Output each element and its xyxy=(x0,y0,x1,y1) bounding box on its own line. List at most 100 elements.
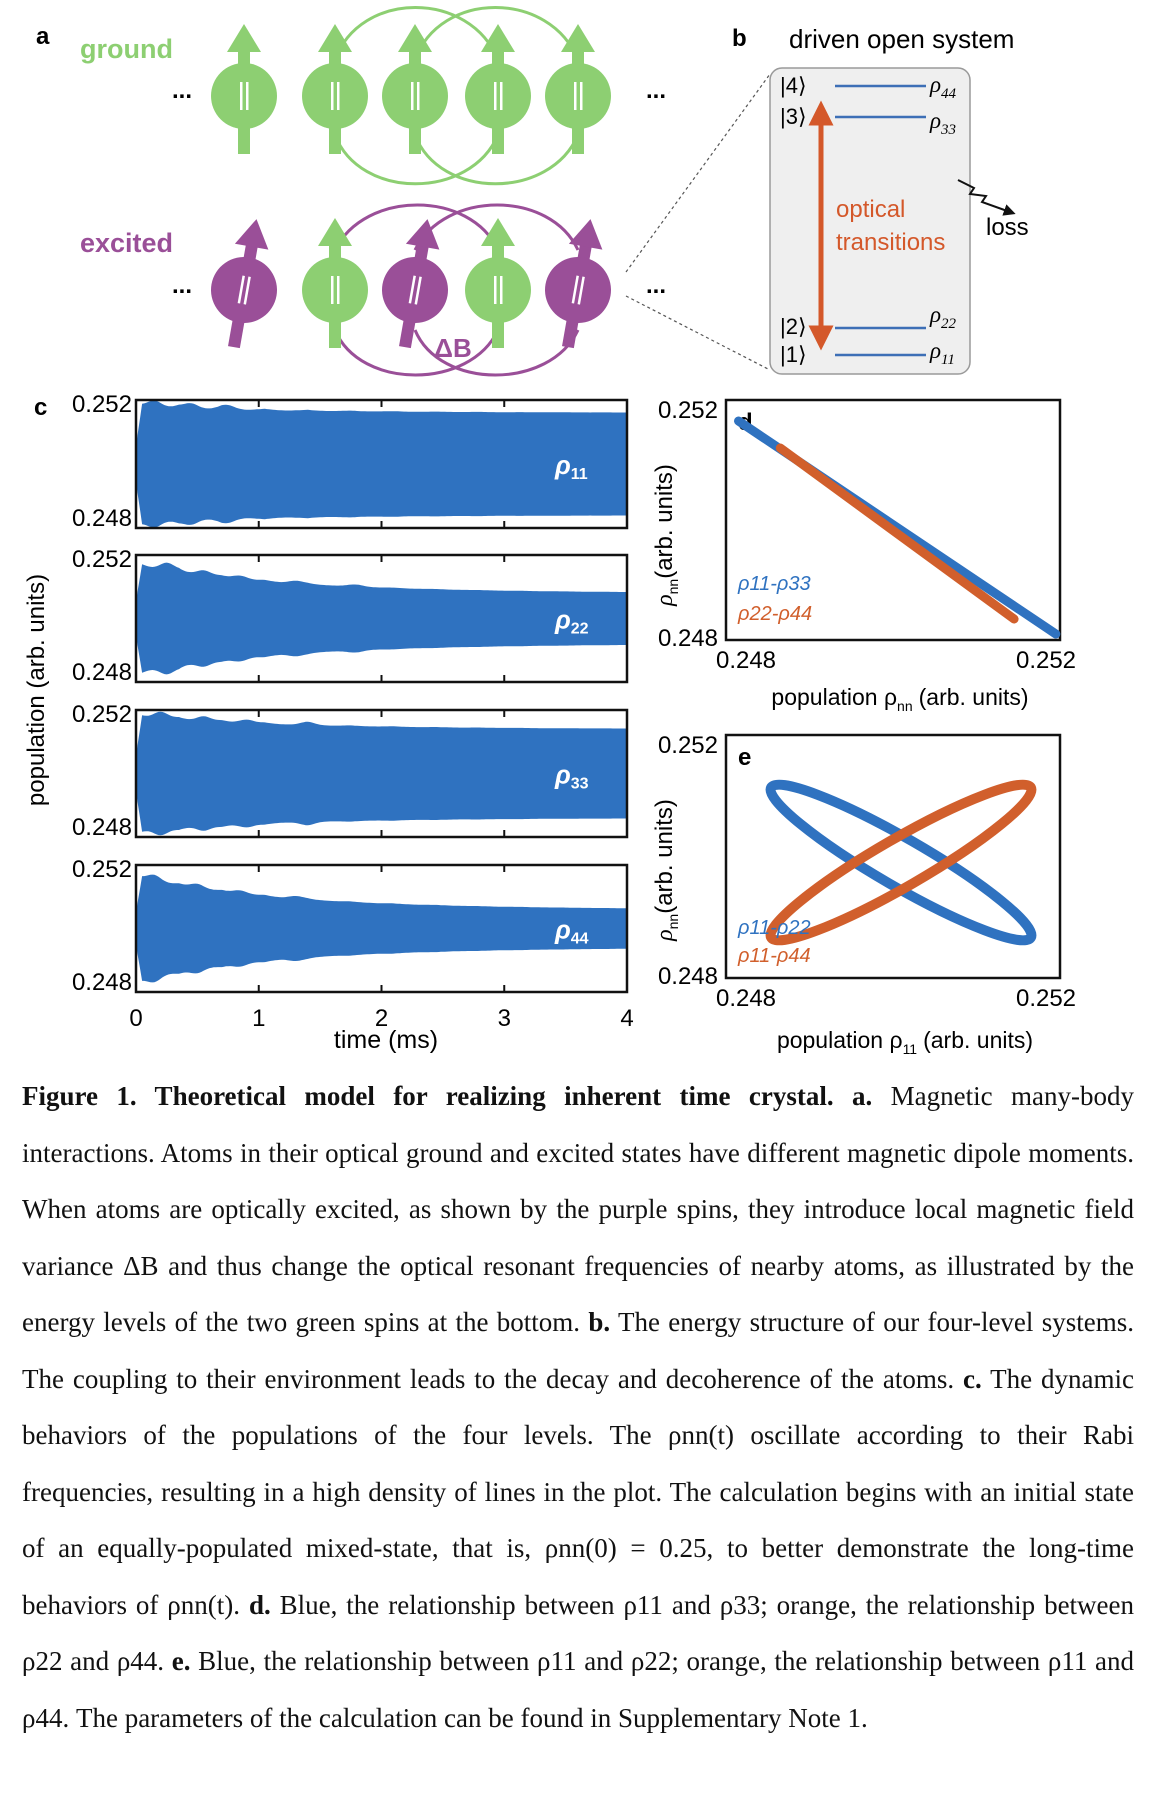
figure-caption: Figure 1. Theoretical model for realizin… xyxy=(22,1068,1134,1746)
x-tick-label-left: 0.248 xyxy=(716,647,776,674)
x-tick-label-left: 0.248 xyxy=(716,985,776,1012)
rho-33-label: ρ33 xyxy=(929,108,956,138)
x-tick-label: 3 xyxy=(498,1005,511,1032)
panel-d-ylabel: ρnn(arb. units) xyxy=(651,464,681,607)
y-tick-label-top: 0.252 xyxy=(72,701,132,728)
spin-ground-1 xyxy=(211,24,277,154)
panel-c: c population (arb. units) 0.2520.248ρ110… xyxy=(23,391,634,1054)
caption-d-text: Blue, the relationship between ρ11 and ρ… xyxy=(22,1589,1135,1677)
caption-b-text: The energy structure of our four-level s… xyxy=(22,1307,1134,1394)
spin-ground-2 xyxy=(302,24,368,154)
subplot-4: 0.252 0.248 ρ44 xyxy=(72,856,629,996)
series-label: ρ44 xyxy=(554,915,589,948)
ellipsis-left-bottom: ... xyxy=(172,272,192,299)
caption-d-label: d. xyxy=(248,1589,271,1620)
excited-coupling-arc-4 xyxy=(413,329,580,377)
y-tick-label-bottom: 0.248 xyxy=(658,625,718,652)
legend-entry-1: ρ11-ρ33 xyxy=(737,573,811,595)
series-trace-2 xyxy=(775,443,1019,624)
time-series-plots: 0.2520.248ρ110.2520.248ρ220.2520.248ρ330… xyxy=(72,391,634,1032)
spin-excited-2 xyxy=(302,218,368,348)
series-envelope xyxy=(136,711,627,836)
panel-a: a ground excited ... ... ... ... ΔB xyxy=(36,6,666,377)
caption-c-label: c. xyxy=(963,1363,982,1394)
x-tick-label: 0 xyxy=(129,1005,142,1032)
caption-e-text: Blue, the relationship between ρ11 and ρ… xyxy=(22,1646,1134,1733)
spin-ground-4 xyxy=(465,24,531,154)
caption-c-text: The dynamic behaviors of the populations… xyxy=(22,1363,1135,1620)
x-tick-label: 2 xyxy=(375,1005,388,1032)
y-tick-label-bottom: 0.248 xyxy=(72,969,132,996)
panel-e-ylabel: ρnn(arb. units) xyxy=(651,799,681,942)
series-label: ρ33 xyxy=(554,760,589,793)
spin-ground-3 xyxy=(382,24,448,154)
panel-b: b driven open system |4⟩ |3⟩ |2⟩ |1⟩ ρ44… xyxy=(625,24,1029,375)
delta-b-label: ΔB xyxy=(434,333,471,363)
y-tick-label-bottom: 0.248 xyxy=(72,814,132,841)
excited-label: excited xyxy=(80,228,173,258)
spin-excited-1 xyxy=(211,219,277,349)
caption-e-label: e. xyxy=(171,1646,191,1676)
y-tick-label-bottom: 0.248 xyxy=(72,659,132,686)
level-2-ket: |2⟩ xyxy=(780,314,807,339)
ellipsis-right-top: ... xyxy=(646,77,666,104)
series-envelope xyxy=(136,400,627,528)
panel-b-label: b xyxy=(732,25,747,52)
panel-a-label: a xyxy=(36,23,50,50)
subplot-2: 0.252 0.248 ρ22 xyxy=(72,546,629,686)
level-3-ket: |3⟩ xyxy=(780,104,807,129)
subplot-3: 0.252 0.248 ρ33 xyxy=(72,701,629,841)
excited-coupling-arc-3 xyxy=(333,329,500,377)
ground-coupling-arc-2 xyxy=(413,6,580,61)
x-tick-label: 1 xyxy=(252,1005,265,1032)
rho-44-label: ρ44 xyxy=(929,72,957,102)
zoom-guide-bottom xyxy=(625,295,771,371)
ground-label: ground xyxy=(80,34,173,64)
ground-coupling-arc-1 xyxy=(333,6,500,61)
loss-arrow xyxy=(957,179,1016,216)
legend-entry-2: ρ22-ρ44 xyxy=(737,603,812,625)
spin-excited-4 xyxy=(465,218,531,348)
panel-d-xlabel: population ρnn (arb. units) xyxy=(771,684,1028,714)
ground-coupling-arc-4 xyxy=(413,134,580,186)
y-tick-label-top: 0.252 xyxy=(658,397,718,424)
series-trace-2 xyxy=(765,779,1037,946)
caption-b-label: b. xyxy=(588,1307,611,1337)
series-envelope xyxy=(136,874,627,983)
x-tick-label: 4 xyxy=(620,1005,633,1032)
zoom-guide-top xyxy=(625,73,771,273)
y-tick-label-top: 0.252 xyxy=(72,546,132,573)
ellipsis-right-bottom: ... xyxy=(646,272,666,299)
spin-chain xyxy=(211,24,611,349)
rho-22-label: ρ22 xyxy=(929,302,957,332)
series-trace-1 xyxy=(765,779,1037,946)
spin-ground-5 xyxy=(545,24,611,154)
optical-text-line-1: optical xyxy=(836,196,905,223)
panel-c-label: c xyxy=(34,394,47,421)
x-tick-label-right: 0.252 xyxy=(1016,647,1076,674)
caption-a-text: Magnetic many-body interactions. Atoms i… xyxy=(22,1081,1134,1337)
ellipsis-left-top: ... xyxy=(172,77,192,104)
panel-d: ρnn(arb. units) d0.2520.2480.2480.252ρ11… xyxy=(651,397,1076,714)
subplot-1: 0.252 0.248 ρ11 xyxy=(72,391,629,532)
level-4-ket: |4⟩ xyxy=(780,73,807,98)
series-label: ρ22 xyxy=(554,605,589,638)
spin-excited-3 xyxy=(382,219,448,349)
level-1-ket: |1⟩ xyxy=(780,342,807,367)
excited-coupling-arc-1 xyxy=(333,203,500,251)
panel-c-xlabel: time (ms) xyxy=(334,1026,438,1054)
y-tick-label-top: 0.252 xyxy=(72,391,132,418)
panel-c-ylabel: population (arb. units) xyxy=(23,574,50,806)
spin-excited-5 xyxy=(545,219,611,349)
ground-coupling-arc-3 xyxy=(333,134,500,186)
y-tick-label-bottom: 0.248 xyxy=(72,505,132,532)
x-tick-label-right: 0.252 xyxy=(1016,985,1076,1012)
legend-entry-1: ρ11-ρ22 xyxy=(737,917,811,939)
optical-text-line-2: transitions xyxy=(836,229,945,256)
caption-a-label: a. xyxy=(852,1081,873,1111)
caption-title: Figure 1. Theoretical model for realizin… xyxy=(22,1081,834,1111)
loss-label: loss xyxy=(986,214,1029,241)
